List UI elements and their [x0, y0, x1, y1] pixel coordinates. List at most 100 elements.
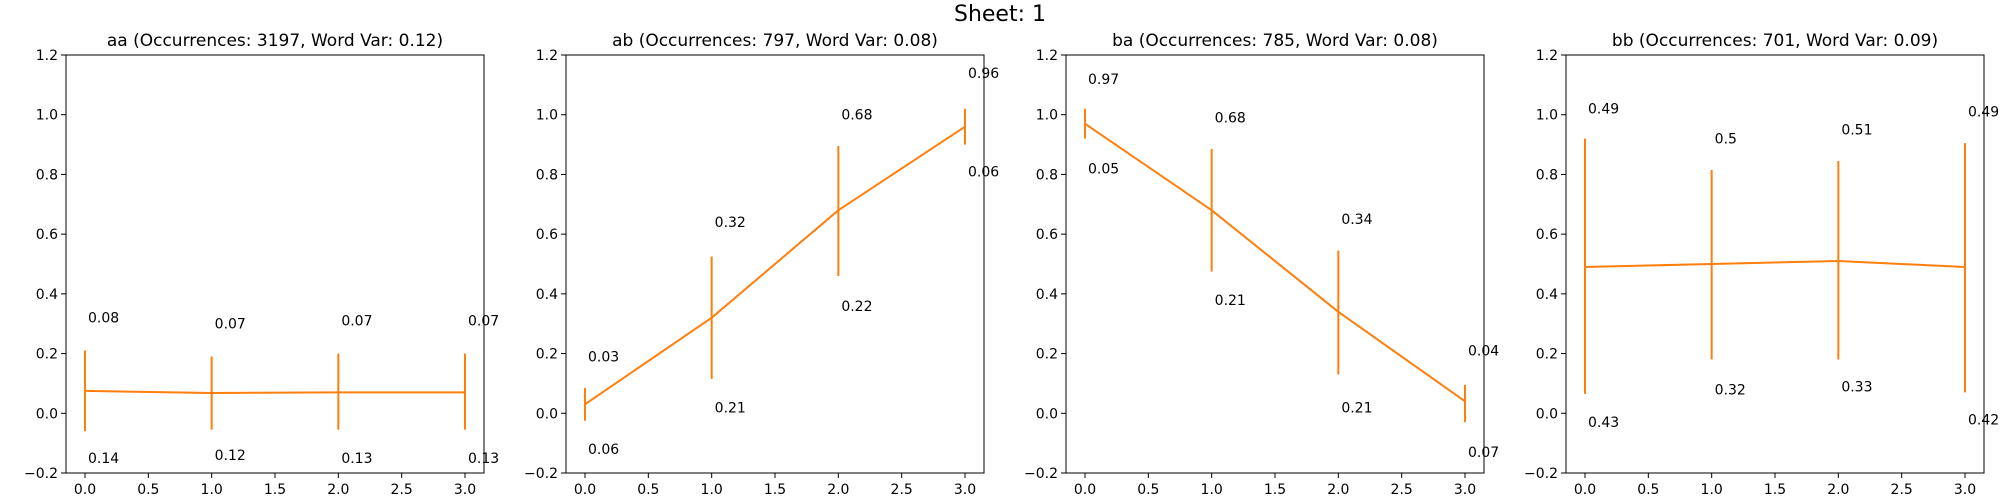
y-tick-label: 1.2 [1036, 48, 1058, 64]
series-line [1084, 122, 1466, 403]
subplot-title: bb (Occurrences: 701, Word Var: 0.09) [1612, 31, 1938, 51]
y-tick-label: 0.2 [36, 347, 58, 363]
y-tick-label: 0.8 [1036, 167, 1058, 183]
lower-value-label: 0.43 [1588, 415, 1619, 431]
y-tick-label: 0.4 [1536, 287, 1558, 303]
y-tick-label: 0.4 [536, 287, 558, 303]
y-tick-label: 0.0 [1536, 406, 1558, 422]
lower-value-label: 0.06 [968, 164, 999, 180]
y-tick-label: 0.6 [36, 227, 58, 243]
upper-value-label: 0.49 [1588, 102, 1619, 118]
x-tick-label: 0.0 [1574, 482, 1596, 498]
x-tick-label: 1.0 [701, 482, 723, 498]
lower-value-label: 0.05 [1088, 161, 1119, 177]
y-tick-label: 1.0 [1536, 108, 1558, 124]
x-tick-label: 1.0 [1701, 482, 1723, 498]
upper-value-label: 0.51 [1841, 123, 1872, 139]
lower-value-label: 0.32 [1715, 382, 1746, 398]
lower-value-label: 0.14 [88, 451, 119, 467]
x-tick-label: 1.5 [1264, 482, 1286, 498]
y-tick-label: 0.4 [1036, 287, 1058, 303]
series-line [84, 389, 465, 394]
lower-value-label: 0.13 [341, 451, 372, 467]
y-tick-label: 1.2 [1536, 48, 1558, 64]
x-tick-label: 3.0 [454, 482, 476, 498]
y-tick-label: 1.0 [1036, 108, 1058, 124]
series-line [584, 125, 966, 406]
x-tick-label: 1.0 [1201, 482, 1223, 498]
upper-value-label: 0.34 [1341, 212, 1372, 228]
x-tick-label: 0.5 [637, 482, 659, 498]
lower-value-label: 0.21 [715, 400, 746, 416]
x-tick-label: 1.0 [201, 482, 223, 498]
upper-value-label: 0.49 [1968, 105, 1999, 121]
subplot-3: ba (Occurrences: 785, Word Var: 0.08) −0.… [1024, 31, 1499, 498]
subplot-title: ba (Occurrences: 785, Word Var: 0.08) [1112, 31, 1438, 51]
x-tick-label: 1.5 [764, 482, 786, 498]
lower-value-label: 0.21 [1215, 293, 1246, 309]
x-tick-label: 2.5 [1391, 482, 1413, 498]
x-tick-label: 2.0 [1327, 482, 1349, 498]
lower-value-label: 0.07 [1468, 445, 1499, 461]
y-tick-label: 0.0 [36, 406, 58, 422]
x-tick-label: 1.5 [1764, 482, 1786, 498]
y-tick-label: −0.2 [524, 466, 558, 482]
x-tick-label: 3.0 [1954, 482, 1976, 498]
axes-frame [65, 54, 485, 474]
x-tick-label: 0.5 [1137, 482, 1159, 498]
subplot-4: bb (Occurrences: 701, Word Var: 0.09) −0.… [1524, 31, 1999, 498]
y-tick-label: −0.2 [1524, 466, 1558, 482]
upper-value-label: 0.07 [468, 314, 499, 330]
y-tick-label: 0.6 [536, 227, 558, 243]
subplot-title: ab (Occurrences: 797, Word Var: 0.08) [612, 31, 938, 51]
subplot-2: ab (Occurrences: 797, Word Var: 0.08) −0.… [524, 31, 999, 498]
y-tick-label: 0.2 [536, 347, 558, 363]
subplot-grid: aa (Occurrences: 3197, Word Var: 0.12) −0… [24, 31, 1999, 498]
x-tick-label: 2.5 [391, 482, 413, 498]
upper-value-label: 0.04 [1468, 344, 1499, 360]
upper-value-label: 0.68 [841, 108, 872, 124]
y-tick-label: −0.2 [1024, 466, 1058, 482]
y-tick-label: 1.2 [536, 48, 558, 64]
y-tick-label: 0.0 [536, 406, 558, 422]
upper-value-label: 0.07 [341, 314, 372, 330]
x-tick-label: 1.5 [264, 482, 286, 498]
x-tick-label: 2.0 [327, 482, 349, 498]
lower-value-label: 0.33 [1841, 379, 1872, 395]
x-tick-label: 2.0 [1827, 482, 1849, 498]
subplot-1: aa (Occurrences: 3197, Word Var: 0.12) −0… [24, 31, 499, 498]
x-tick-label: 0.5 [137, 482, 159, 498]
lower-value-label: 0.22 [841, 299, 872, 315]
x-tick-label: 0.0 [74, 482, 96, 498]
y-tick-label: 0.2 [1036, 347, 1058, 363]
upper-value-label: 0.97 [1088, 72, 1119, 88]
lower-value-label: 0.06 [588, 442, 619, 458]
y-tick-label: 0.0 [1036, 406, 1058, 422]
y-tick-label: 0.8 [536, 167, 558, 183]
x-tick-label: 0.0 [574, 482, 596, 498]
y-tick-label: 1.0 [536, 108, 558, 124]
upper-value-label: 0.96 [968, 66, 999, 82]
upper-value-label: 0.68 [1215, 111, 1246, 127]
figure-title: Sheet: 1 [954, 2, 1046, 27]
upper-value-label: 0.08 [88, 311, 119, 327]
y-tick-label: 0.4 [36, 287, 58, 303]
x-tick-label: 2.5 [1891, 482, 1913, 498]
y-tick-label: 0.6 [1036, 227, 1058, 243]
y-tick-label: 0.2 [1536, 347, 1558, 363]
x-tick-label: 0.0 [1074, 482, 1096, 498]
upper-value-label: 0.07 [215, 317, 246, 333]
x-tick-label: 2.0 [827, 482, 849, 498]
y-tick-label: −0.2 [24, 466, 58, 482]
y-tick-label: 0.8 [1536, 167, 1558, 183]
y-tick-label: 1.2 [36, 48, 58, 64]
y-tick-label: 1.0 [36, 108, 58, 124]
y-tick-label: 0.8 [36, 167, 58, 183]
series-line [1584, 260, 1966, 268]
upper-value-label: 0.03 [588, 350, 619, 366]
y-tick-label: 0.6 [1536, 227, 1558, 243]
lower-value-label: 0.13 [468, 451, 499, 467]
subplot-title: aa (Occurrences: 3197, Word Var: 0.12) [107, 31, 443, 51]
lower-value-label: 0.12 [215, 448, 246, 464]
